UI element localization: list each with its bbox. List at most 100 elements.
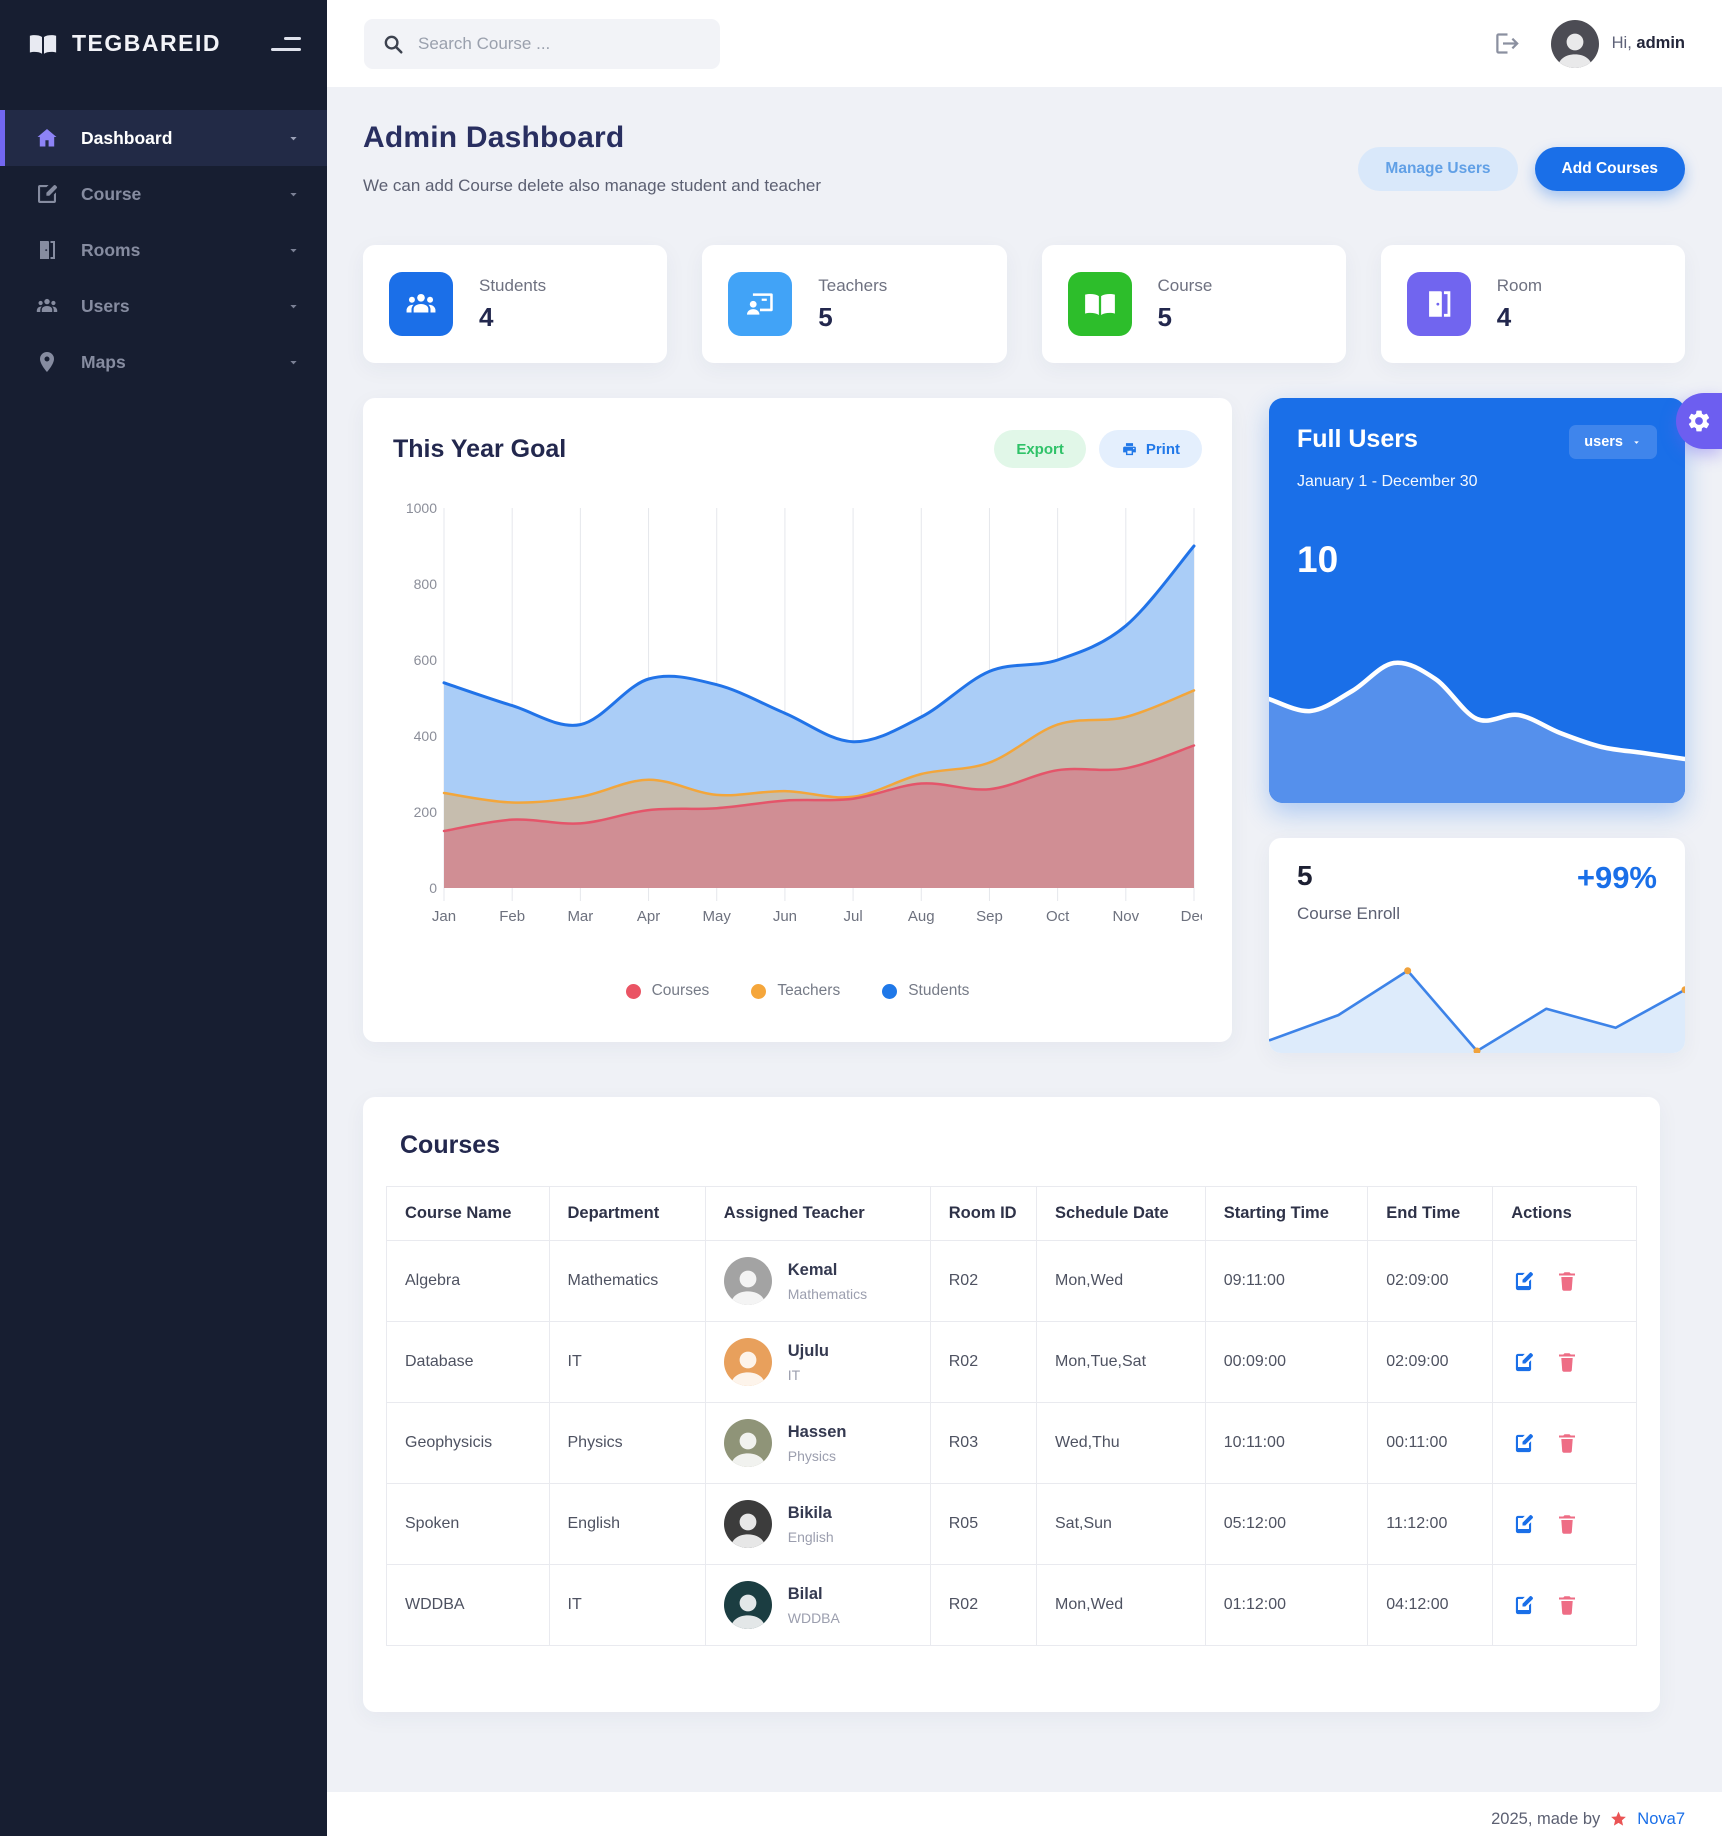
users-dropdown[interactable]: users [1569,425,1657,459]
edit-button[interactable] [1511,1512,1535,1536]
trash-icon [1559,1272,1576,1291]
brand-name: TEGBAREID [72,30,221,56]
column-header: Assigned Teacher [704,1186,931,1241]
svg-text:Oct: Oct [1046,908,1070,925]
trash-icon [1559,1596,1576,1615]
enroll-percent: +99% [1576,860,1657,895]
print-button[interactable]: Print [1098,430,1202,468]
enroll-label: Course Enroll [1297,904,1400,923]
search-box[interactable] [364,18,720,69]
stat-label: Course [1157,275,1213,295]
edit-button[interactable] [1511,1431,1535,1455]
svg-text:0: 0 [429,880,437,896]
sidebar-menu: Dashboard Course Rooms Users Maps [0,110,327,390]
trash-icon [1559,1353,1576,1372]
stat-value: 4 [479,301,494,332]
teacher-name: Hassen [787,1422,847,1441]
stat-value: 5 [1157,301,1172,332]
courses-card: Courses Course Name Department Assigned Te… [363,1097,1660,1712]
delete-button[interactable] [1555,1512,1579,1536]
delete-button[interactable] [1555,1431,1579,1455]
star-icon [1607,1810,1630,1829]
teacher-avatar [723,1338,772,1386]
stat-value: 4 [1496,301,1512,332]
search-icon [382,33,404,55]
year-goal-card: This Year Goal Export Print Jan Feb Mar Apr… [363,398,1232,1042]
stat-value: 5 [818,301,833,332]
course-name-cell: Database [386,1321,550,1403]
teacher-avatar [723,1581,772,1629]
table-row: Geophysicis Physics Hassen Physics R03 Wed,Th… [386,1402,1637,1484]
trash-icon [1559,1434,1576,1453]
department-cell: Physics [548,1402,706,1484]
department-cell: IT [548,1564,706,1646]
schedule-date-cell: Sat,Sun [1036,1483,1206,1565]
department-cell: IT [548,1321,706,1403]
teacher-department: WDDBA [787,1609,840,1626]
end-time-cell: 02:09:00 [1367,1240,1494,1322]
caret-down-icon [290,304,297,308]
actions-cell [1492,1564,1637,1646]
teacher-board-icon-box [728,272,793,336]
sidebar-toggle-icon[interactable] [271,36,301,51]
svg-text:200: 200 [414,804,438,820]
stat-card-course: Course 5 [1041,245,1346,363]
sidebar-item-maps[interactable]: Maps [0,334,327,390]
delete-button[interactable] [1555,1350,1579,1374]
manage-users-button[interactable]: Manage Users [1358,147,1518,191]
sidebar-item-label: Course [81,183,142,204]
column-header: Room ID [929,1186,1038,1241]
logout-icon[interactable] [1494,30,1521,57]
assigned-teacher-cell: Hassen Physics [704,1402,931,1484]
export-button[interactable]: Export [994,430,1086,468]
brand-logo-book-icon [28,29,58,59]
department-cell: English [548,1483,706,1565]
page-title: Admin Dashboard [363,121,625,154]
edit-button[interactable] [1511,1593,1535,1617]
footer-brand-link[interactable]: Nova7 [1637,1810,1685,1828]
room-id-cell: R05 [929,1483,1038,1565]
sidebar-item-rooms[interactable]: Rooms [0,222,327,278]
legend-item-courses: Courses [625,982,709,1000]
stat-label: Students [479,275,547,295]
teacher-department: Mathematics [787,1285,868,1302]
footer-text: 2025, made by [1491,1810,1601,1828]
department-cell: Mathematics [548,1240,706,1322]
stat-card-teachers: Teachers 5 [702,245,1007,363]
column-header: Schedule Date [1036,1186,1206,1241]
stats-row: Students 4 Teachers 5 Course 5 Room 4 [363,245,1685,363]
column-header: Actions [1492,1186,1637,1241]
sidebar-item-label: Users [81,295,130,316]
legend-item-students: Students [882,982,969,1000]
sidebar-item-users[interactable]: Users [0,278,327,334]
settings-gear-button[interactable] [1676,393,1722,449]
stat-card-room: Room 4 [1380,245,1685,363]
stat-label: Room [1496,275,1543,295]
end-time-cell: 00:11:00 [1367,1402,1494,1484]
end-time-cell: 02:09:00 [1367,1321,1494,1403]
svg-text:Apr: Apr [637,908,660,925]
delete-button[interactable] [1555,1593,1579,1617]
printer-icon [1121,441,1138,458]
column-header: Department [548,1186,706,1241]
actions-cell [1492,1240,1637,1322]
sidebar-item-course[interactable]: Course [0,166,327,222]
schedule-date-cell: Mon,Tue,Sat [1036,1321,1206,1403]
actions-cell [1492,1321,1637,1403]
edit-icon [1516,1515,1534,1534]
svg-text:Jan: Jan [432,908,456,925]
starting-time-cell: 10:11:00 [1204,1402,1369,1484]
sidebar-item-label: Maps [81,351,126,372]
delete-button[interactable] [1555,1269,1579,1293]
sidebar-item-dashboard[interactable]: Dashboard [0,110,327,166]
person-icon [730,1432,765,1467]
course-enroll-card: 5 +99% Course Enroll [1269,838,1685,1053]
svg-text:Dec: Dec [1181,908,1202,925]
search-input[interactable] [418,33,702,54]
add-courses-button[interactable]: Add Courses [1534,147,1685,191]
edit-button[interactable] [1511,1269,1535,1293]
user-avatar[interactable] [1550,19,1599,68]
schedule-date-cell: Mon,Wed [1036,1564,1206,1646]
person-icon [730,1270,765,1305]
edit-button[interactable] [1511,1350,1535,1374]
